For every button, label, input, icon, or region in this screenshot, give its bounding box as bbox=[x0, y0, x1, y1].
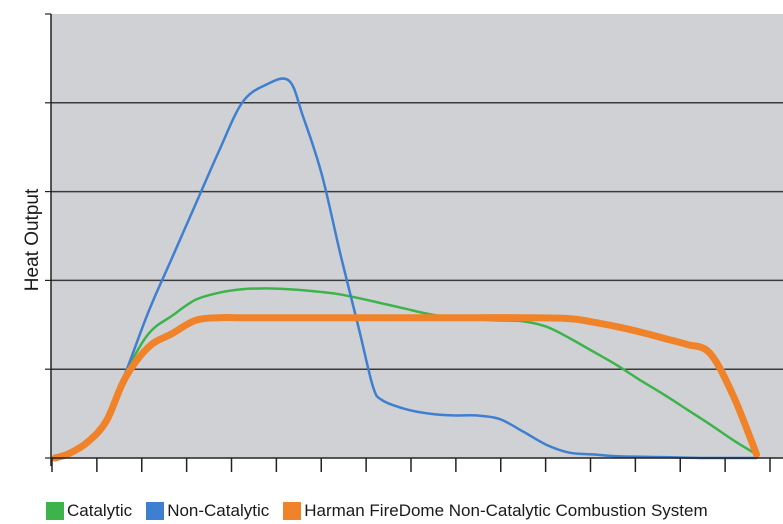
legend-swatch-catalytic bbox=[46, 502, 64, 520]
line-chart: Heat Output bbox=[22, 13, 783, 472]
series-line-harman-firedome bbox=[51, 314, 761, 462]
legend-item-harman-firedome: Harman FireDome Non-Catalytic Combustion… bbox=[283, 501, 708, 521]
gridlines bbox=[51, 102, 783, 370]
legend-item-catalytic: Catalytic bbox=[46, 501, 132, 521]
x-tick-marks bbox=[45, 13, 771, 472]
legend-label-catalytic: Catalytic bbox=[67, 501, 133, 520]
legend-swatch-non-catalytic bbox=[146, 502, 165, 520]
series-line-non-catalytic bbox=[53, 77, 758, 460]
series-group bbox=[51, 77, 761, 462]
legend-label-harman-firedome: Harman FireDome Non-Catalytic Combustion… bbox=[304, 501, 708, 520]
y-axis-label: Heat Output bbox=[22, 188, 43, 291]
legend-swatch-harman-firedome bbox=[283, 502, 302, 520]
legend-label-non-catalytic: Non-Catalytic bbox=[167, 501, 270, 520]
legend-item-non-catalytic: Non-Catalytic bbox=[146, 501, 269, 521]
legend: Catalytic Non-Catalytic Harman FireDome … bbox=[46, 500, 708, 522]
plot-area bbox=[51, 14, 783, 458]
series-line-catalytic bbox=[53, 287, 758, 460]
